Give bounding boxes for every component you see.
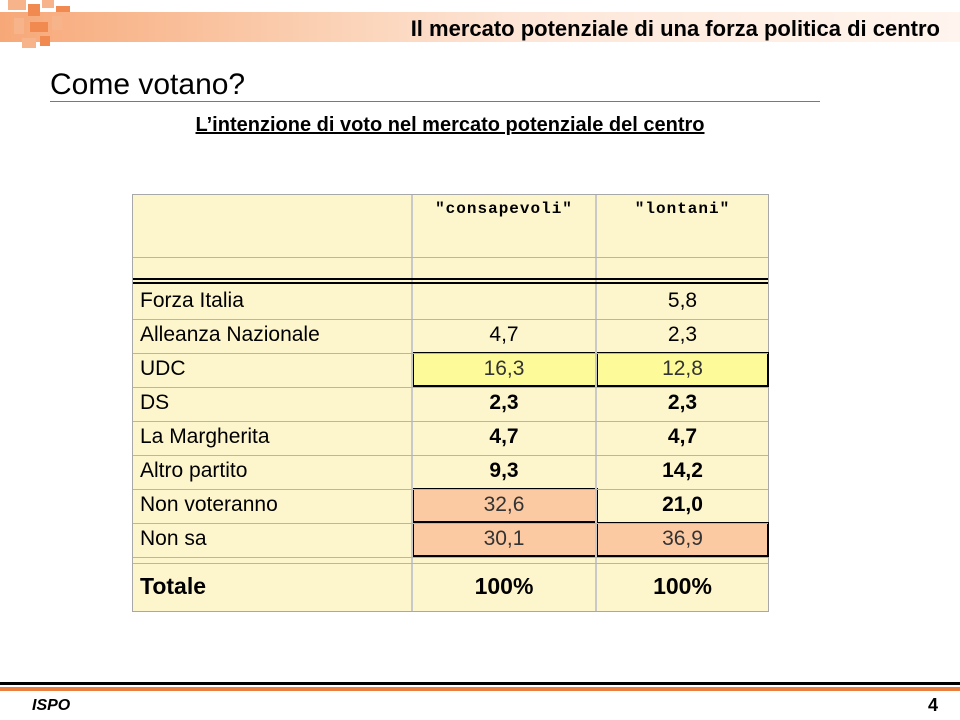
cell-value: 36,9 xyxy=(662,527,703,550)
footer-accent-rule xyxy=(0,687,960,691)
header-band xyxy=(0,12,960,42)
header-double-rule xyxy=(133,282,768,284)
column-header-lontani: "lontani" xyxy=(634,200,731,218)
page-title: Come votano? xyxy=(50,68,246,101)
cell-value: 4,7 xyxy=(489,425,519,448)
cell-value: 4,7 xyxy=(667,425,698,448)
row-divider xyxy=(133,421,768,422)
row-divider xyxy=(133,523,768,524)
total-label: Totale xyxy=(140,573,207,599)
row-divider xyxy=(133,557,768,558)
footer-rule xyxy=(0,682,960,685)
total-value: 100% xyxy=(653,573,712,599)
cell-value: 30,1 xyxy=(483,527,525,550)
highlight-udc-consapevoli xyxy=(412,352,598,387)
cell-value: 2,3 xyxy=(667,391,698,414)
row-divider xyxy=(133,563,768,564)
row-label: Alleanza Nazionale xyxy=(140,323,320,346)
table-caption: L’intenzione di voto nel mercato potenzi… xyxy=(195,114,705,136)
cell-value: 2,3 xyxy=(489,391,519,414)
row-label: Non voteranno xyxy=(140,493,278,516)
row-label: La Margherita xyxy=(140,425,270,448)
row-divider xyxy=(133,387,768,388)
cell-value: 21,0 xyxy=(662,493,703,516)
cell-value: 14,2 xyxy=(662,459,703,482)
row-divider xyxy=(133,257,768,258)
row-label: DS xyxy=(140,391,170,414)
row-divider xyxy=(133,455,768,456)
row-label: Forza Italia xyxy=(140,289,244,312)
row-divider xyxy=(133,319,768,320)
row-label: Non sa xyxy=(140,527,207,550)
header-double-rule xyxy=(133,278,768,280)
column-header-consapevoli: "consapevoli" xyxy=(435,200,573,218)
column-divider xyxy=(411,195,413,611)
column-divider xyxy=(595,195,597,611)
page-number: 4 xyxy=(927,695,938,715)
cell-value: 12,8 xyxy=(662,357,703,380)
title-rule xyxy=(50,101,820,102)
total-value: 100% xyxy=(474,573,534,599)
footer-brand: ISPO xyxy=(32,697,71,714)
cell-value: 5,8 xyxy=(667,289,698,312)
cell-value: 16,3 xyxy=(483,357,525,380)
row-label: UDC xyxy=(140,357,186,380)
row-divider xyxy=(133,489,768,490)
cell-value: 9,3 xyxy=(489,459,519,482)
cell-value: 2,3 xyxy=(667,323,698,346)
row-label: Altro partito xyxy=(140,459,248,482)
cell-value: 32,6 xyxy=(483,493,525,516)
cell-value: 4,7 xyxy=(489,323,519,346)
row-divider xyxy=(133,353,768,354)
highlight-nonsa-lontani xyxy=(596,522,769,557)
highlight-nonvoteranno-consapevoli xyxy=(412,488,598,523)
vote-intention-table: "consapevoli" "lontani" Forza Italia 5,8… xyxy=(132,194,769,612)
header-title: Il mercato potenziale di una forza polit… xyxy=(410,16,940,41)
